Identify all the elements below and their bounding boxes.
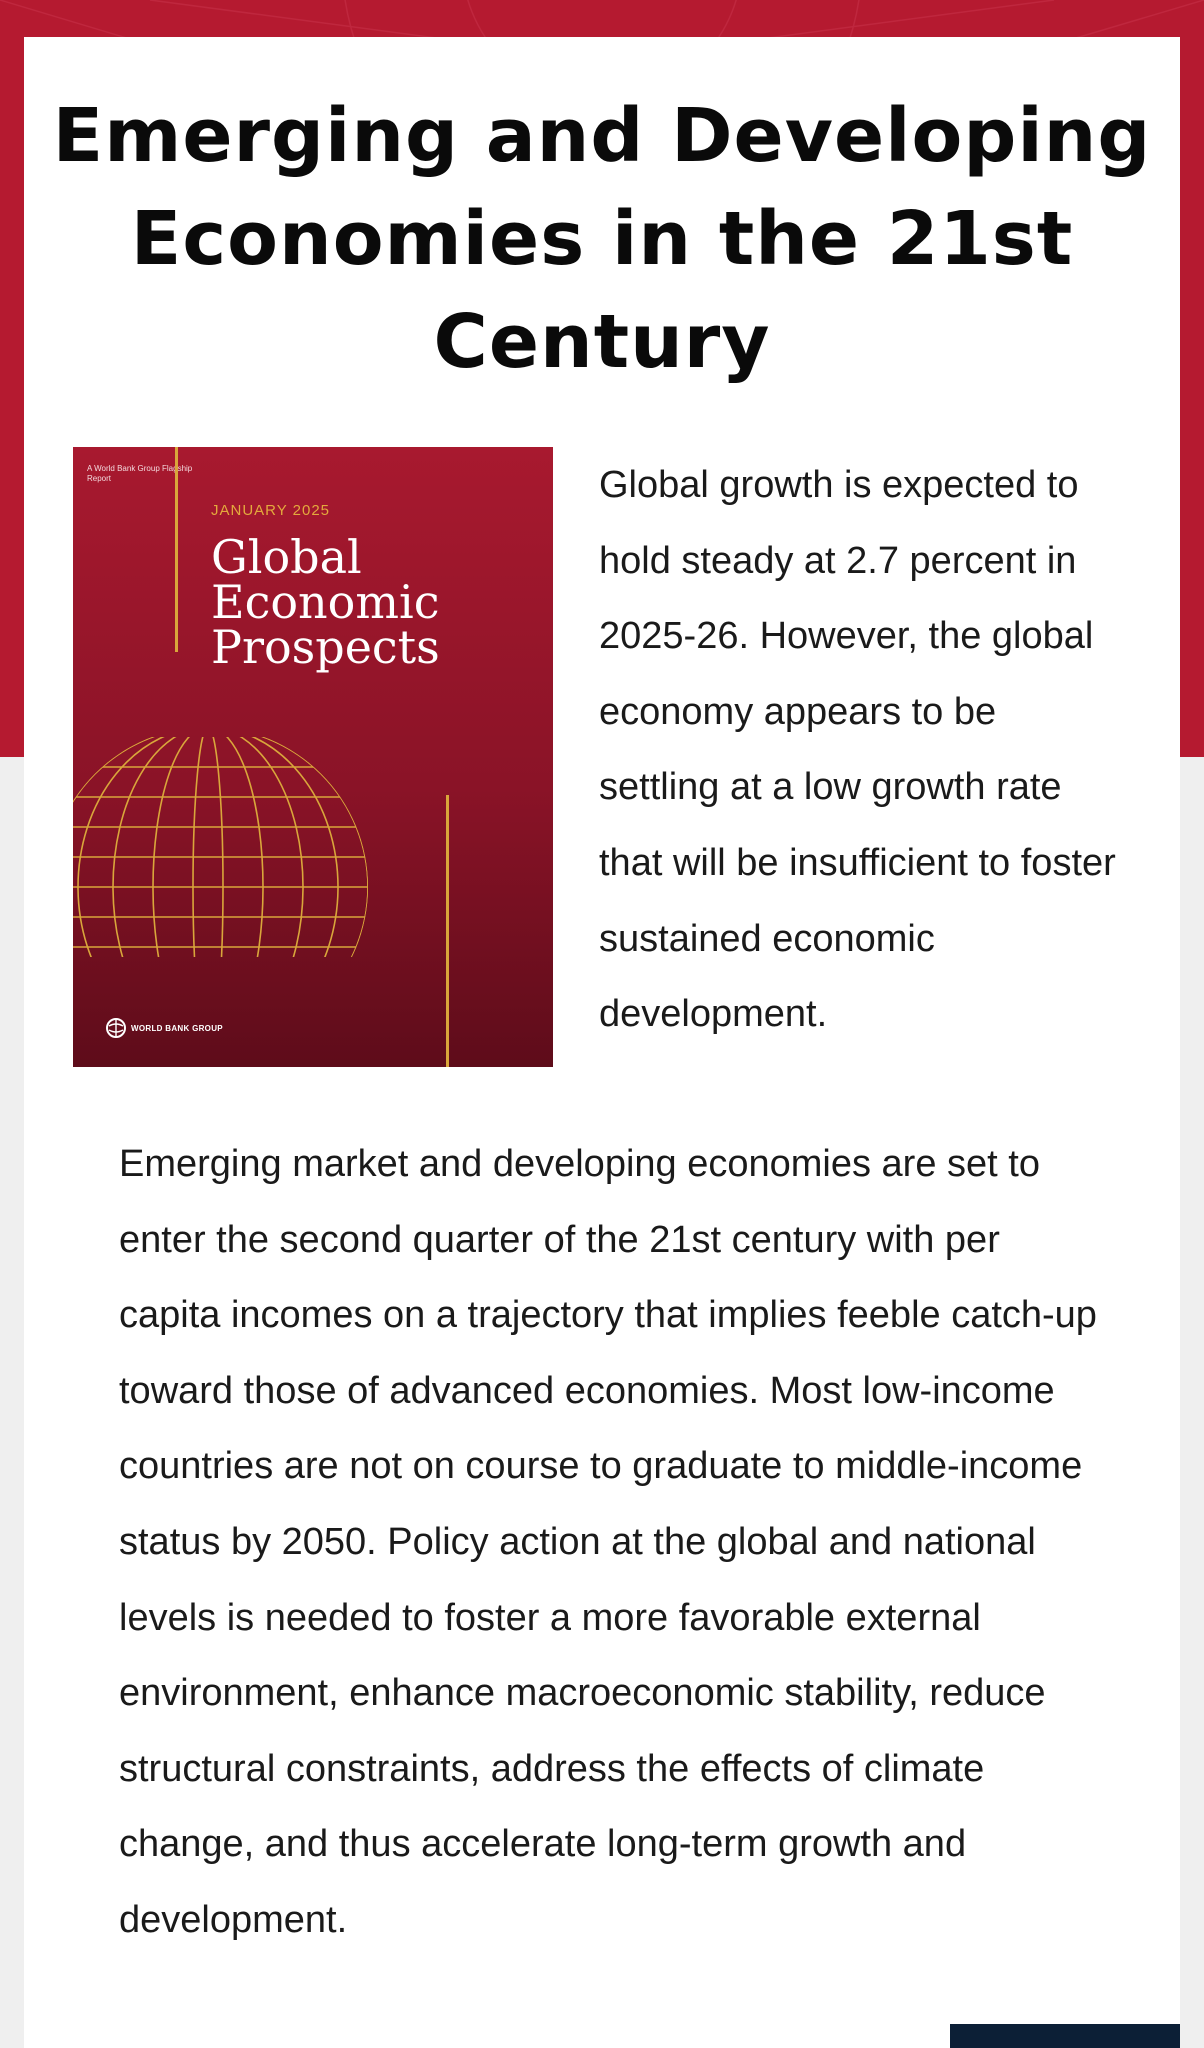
globe-illustration [73,737,368,957]
world-bank-logo-icon [106,1018,126,1038]
intro-paragraph: Global growth is expected to hold steady… [599,464,1116,1036]
article-card: Emerging and Developing Economies in the… [24,37,1180,2048]
cover-issue-date: JANUARY 2025 [211,502,331,519]
body-paragraph: Emerging market and developing economies… [119,1143,1097,1941]
report-cover-image[interactable]: A World Bank Group Flagship Report JANUA… [73,447,553,1067]
world-bank-logo: WORLD BANK GROUP [105,1017,223,1039]
flagship-label: A World Bank Group Flagship Report [87,464,193,483]
cover-report-title: Global Economic Prospects [211,530,440,674]
cover-gold-line-bottom [446,795,449,1067]
cover-gold-line-top [175,447,178,652]
page-title: Emerging and Developing Economies in the… [52,93,1152,385]
footer-navy-bar [950,2024,1180,2048]
publisher-name: WORLD BANK GROUP [131,1023,223,1033]
